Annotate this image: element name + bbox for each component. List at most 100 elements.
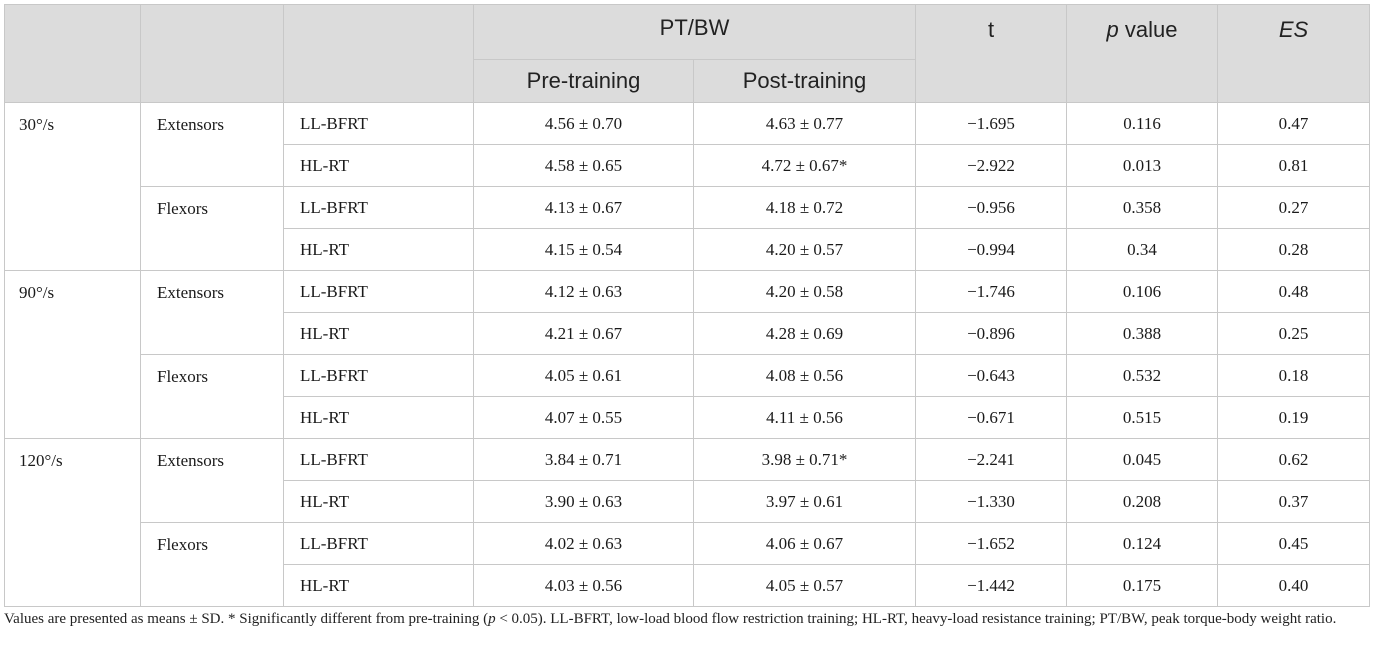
- es-cell: 0.81: [1217, 144, 1371, 187]
- es-cell: 0.25: [1217, 312, 1371, 355]
- pre-cell: 4.02 ± 0.63: [473, 522, 694, 565]
- table-body: 30°/s Extensors LL-BFRT 4.56 ± 0.70 4.63…: [4, 102, 1371, 607]
- header-blank-muscle: [140, 4, 284, 103]
- t-cell: −1.652: [915, 522, 1068, 565]
- post-cell: 4.05 ± 0.57: [692, 564, 917, 607]
- table-row: HL-RT 4.03 ± 0.56 4.05 ± 0.57 −1.442 0.1…: [5, 564, 1371, 607]
- results-table: PT/BW t p value ES Pre-training Post-tra…: [4, 4, 1371, 607]
- t-cell: −0.896: [915, 312, 1068, 355]
- header-p-value: p value: [1066, 4, 1219, 103]
- table-row: HL-RT 4.21 ± 0.67 4.28 ± 0.69 −0.896 0.3…: [5, 312, 1371, 355]
- header-es: ES: [1217, 4, 1371, 103]
- p-cell: 0.116: [1066, 102, 1219, 145]
- pre-cell: 4.58 ± 0.65: [473, 144, 694, 187]
- t-cell: −1.695: [915, 102, 1068, 145]
- pre-cell: 3.84 ± 0.71: [473, 438, 694, 481]
- es-cell: 0.18: [1217, 354, 1371, 397]
- muscle-cell: Extensors: [140, 270, 284, 355]
- pre-cell: 4.12 ± 0.63: [473, 270, 694, 313]
- t-cell: −0.643: [915, 354, 1068, 397]
- t-cell: −0.994: [915, 228, 1068, 271]
- header-p-rest: value: [1118, 17, 1178, 42]
- table-row: Flexors LL-BFRT 4.05 ± 0.61 4.08 ± 0.56 …: [5, 354, 1371, 439]
- t-cell: −1.330: [915, 480, 1068, 523]
- footnote-text-2: < 0.05). LL-BFRT, low-load blood flow re…: [495, 611, 1337, 627]
- group-cell: HL-RT: [283, 396, 474, 439]
- post-cell: 4.11 ± 0.56: [692, 396, 917, 439]
- header-blank-speed: [4, 4, 141, 103]
- p-cell: 0.045: [1066, 438, 1219, 481]
- pre-cell: 4.03 ± 0.56: [473, 564, 694, 607]
- speed-cell: 90°/s: [4, 270, 141, 439]
- table-row: 90°/s Extensors LL-BFRT 4.12 ± 0.63 4.20…: [4, 270, 1371, 439]
- p-cell: 0.358: [1066, 186, 1219, 229]
- muscle-cell: Flexors: [140, 354, 284, 439]
- table-row: 30°/s Extensors LL-BFRT 4.56 ± 0.70 4.63…: [4, 102, 1371, 271]
- speed-cell: 120°/s: [4, 438, 141, 607]
- p-cell: 0.106: [1066, 270, 1219, 313]
- table-row: HL-RT 4.15 ± 0.54 4.20 ± 0.57 −0.994 0.3…: [5, 228, 1371, 271]
- table-row: HL-RT 4.58 ± 0.65 4.72 ± 0.67* −2.922 0.…: [5, 144, 1371, 187]
- post-cell: 4.20 ± 0.58: [692, 270, 917, 313]
- p-cell: 0.34: [1066, 228, 1219, 271]
- es-cell: 0.62: [1217, 438, 1371, 481]
- group-cell: HL-RT: [283, 228, 474, 271]
- table-row: Flexors LL-BFRT 4.02 ± 0.63 4.06 ± 0.67 …: [5, 522, 1371, 607]
- group-cell: HL-RT: [283, 480, 474, 523]
- group-cell: LL-BFRT: [283, 270, 474, 313]
- pre-cell: 4.21 ± 0.67: [473, 312, 694, 355]
- header-pt-bw: PT/BW: [472, 4, 917, 60]
- header-blank-group: [283, 4, 474, 103]
- p-cell: 0.208: [1066, 480, 1219, 523]
- post-cell: 4.18 ± 0.72: [692, 186, 917, 229]
- table-row: Flexors LL-BFRT 4.13 ± 0.67 4.18 ± 0.72 …: [5, 186, 1371, 271]
- post-cell: 4.72 ± 0.67*: [692, 144, 917, 187]
- pre-cell: 3.90 ± 0.63: [473, 480, 694, 523]
- group-cell: LL-BFRT: [283, 186, 474, 229]
- post-cell: 3.98 ± 0.71*: [692, 438, 917, 481]
- es-cell: 0.27: [1217, 186, 1371, 229]
- es-cell: 0.40: [1217, 564, 1371, 607]
- post-cell: 4.28 ± 0.69: [692, 312, 917, 355]
- post-cell: 4.06 ± 0.67: [692, 522, 917, 565]
- t-cell: −0.671: [915, 396, 1068, 439]
- t-cell: −2.922: [915, 144, 1068, 187]
- post-cell: 4.08 ± 0.56: [692, 354, 917, 397]
- muscle-cell: Extensors: [140, 438, 284, 523]
- post-cell: 3.97 ± 0.61: [692, 480, 917, 523]
- t-cell: −1.442: [915, 564, 1068, 607]
- header-t: t: [915, 4, 1068, 103]
- es-cell: 0.48: [1217, 270, 1371, 313]
- p-cell: 0.532: [1066, 354, 1219, 397]
- header-post-training: Post-training: [692, 59, 917, 103]
- es-cell: 0.37: [1217, 480, 1371, 523]
- footnote-p-italic: p: [488, 611, 496, 627]
- muscle-cell: Flexors: [140, 522, 284, 607]
- pre-cell: 4.15 ± 0.54: [473, 228, 694, 271]
- es-cell: 0.19: [1217, 396, 1371, 439]
- group-cell: HL-RT: [283, 144, 474, 187]
- header-p-italic: p: [1106, 17, 1119, 42]
- es-cell: 0.28: [1217, 228, 1371, 271]
- group-cell: LL-BFRT: [283, 102, 474, 145]
- post-cell: 4.63 ± 0.77: [692, 102, 917, 145]
- table-footnote: Values are presented as means ± SD. * Si…: [4, 608, 1369, 631]
- table-row: 120°/s Extensors LL-BFRT 3.84 ± 0.71 3.9…: [4, 438, 1371, 607]
- header-pre-training: Pre-training: [473, 59, 694, 103]
- group-cell: LL-BFRT: [283, 522, 474, 565]
- t-cell: −1.746: [915, 270, 1068, 313]
- post-cell: 4.20 ± 0.57: [692, 228, 917, 271]
- group-cell: HL-RT: [283, 312, 474, 355]
- muscle-cell: Flexors: [140, 186, 284, 271]
- footnote-text-1: Values are presented as means ± SD. * Si…: [4, 611, 489, 627]
- group-cell: LL-BFRT: [283, 354, 474, 397]
- pre-cell: 4.05 ± 0.61: [473, 354, 694, 397]
- pre-cell: 4.56 ± 0.70: [473, 102, 694, 145]
- es-cell: 0.45: [1217, 522, 1371, 565]
- table-header: PT/BW t p value ES Pre-training Post-tra…: [4, 4, 1371, 103]
- p-cell: 0.515: [1066, 396, 1219, 439]
- group-cell: LL-BFRT: [283, 438, 474, 481]
- table-row: HL-RT 4.07 ± 0.55 4.11 ± 0.56 −0.671 0.5…: [5, 396, 1371, 439]
- p-cell: 0.388: [1066, 312, 1219, 355]
- group-cell: HL-RT: [283, 564, 474, 607]
